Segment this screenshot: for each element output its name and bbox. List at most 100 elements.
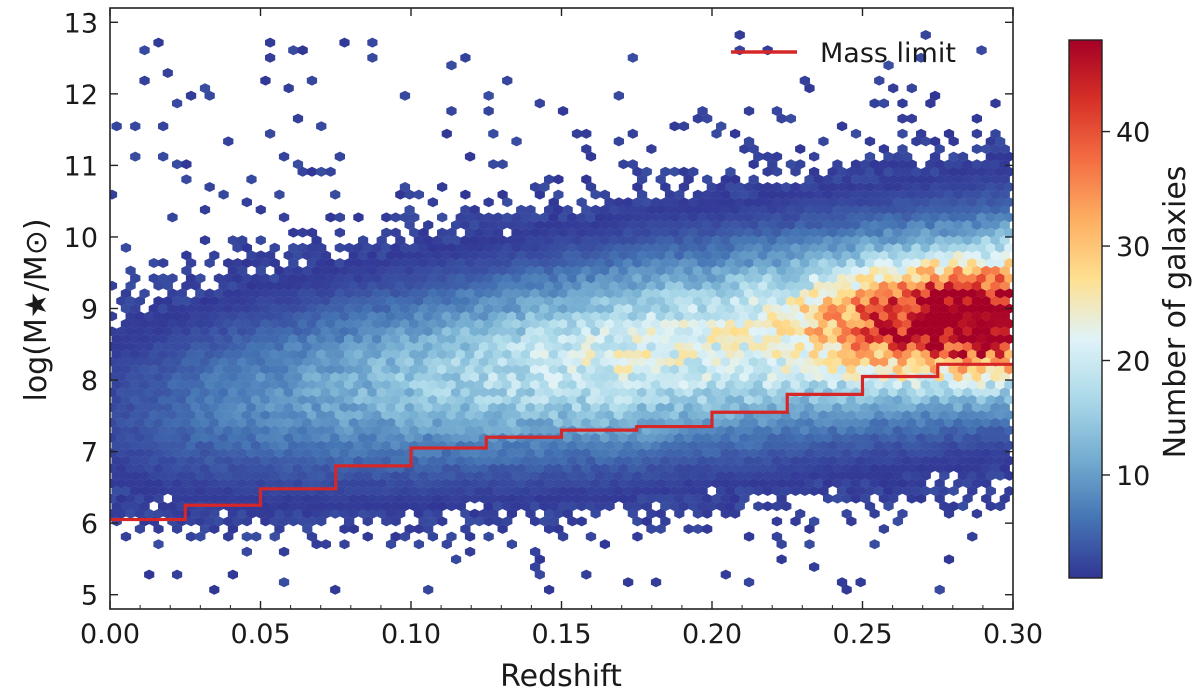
hexbin-cell [799,182,810,192]
hexbin-cell [506,311,517,322]
hexbin-cell [185,90,197,101]
hexbin-cell [864,151,876,162]
hexbin-cell [497,341,508,352]
hexbin-cell [888,174,899,185]
hexbin-cell [209,493,220,504]
hexbin-cell [223,440,234,451]
hexbin-cell [925,463,936,474]
hexbin-cell [185,486,197,496]
hexbin-cell [344,258,355,268]
hexbin-cell [813,463,824,474]
hexbin-cell [330,417,341,428]
hexbin-cell [111,440,122,451]
hexbin-cell [427,364,438,375]
hexbin-cell [110,417,118,428]
hexbin-cell [455,318,466,329]
hexbin-cell [269,440,280,451]
hexbin-cell [227,569,238,580]
hexbin-cell [762,440,773,451]
hexbin-cell [441,128,452,139]
hexbin-cell [813,372,824,382]
hexbin-cell [381,440,392,451]
hexbin-cell [432,265,443,276]
hexbin-cell [804,174,815,185]
hexbin-cell [897,311,908,322]
hexbin-cell [130,151,141,162]
hexbin-cell [492,410,504,420]
hexbin-cell [790,410,801,420]
hexbin-cell [767,220,778,230]
hexbin-cell [488,508,499,519]
hexbin-cell [911,349,922,360]
hexbin-cell [846,364,857,375]
hexbin-cell [725,394,736,405]
hexbin-cell [650,303,662,314]
hexbin-cell [869,356,880,367]
hexbin-cell [855,258,866,268]
hexbin-cell [525,280,536,291]
hexbin-cell [962,250,973,261]
hexbin-cell [316,364,327,375]
hexbin-cell [832,402,843,413]
hexbin-cell [488,372,499,382]
hexbin-cell [488,326,499,337]
hexbin-cell [441,432,452,443]
hexbin-cell [595,470,606,481]
hexbin-cell [455,273,466,284]
hexbin-cell [292,250,304,261]
hexbin-cell [929,318,941,329]
hexbin-cell [334,394,345,405]
hexbin-cell [832,174,843,185]
hexbin-cell [767,159,778,170]
hexbin-cell [590,296,601,306]
hexbin-cell [232,379,243,390]
hexbin-cell [771,318,783,329]
hexbin-cell [748,463,759,474]
hexbin-cell [213,273,225,284]
hexbin-cell [269,242,280,253]
hexbin-cell [734,242,745,253]
hexbin-cell [939,318,950,329]
hexbin-cell [320,493,331,504]
hexbin-cell [265,280,276,291]
hexbin-cell [246,478,257,489]
hexbin-cell [697,379,708,390]
hexbin-cell [813,189,824,200]
hexbin-cell [511,227,522,238]
hexbin-cell [502,273,513,284]
hexbin-cell [492,258,504,268]
hexbin-cell [706,273,717,284]
hexbin-cell [743,106,755,116]
hexbin-cell [474,318,485,329]
hexbin-cell [223,394,234,405]
hexbin-cell [404,372,415,382]
hexbin-cell [418,334,429,344]
hexbin-cell [823,326,834,337]
hexbin-cell [623,227,634,238]
hexbin-cell [878,265,889,276]
hexbin-cell [711,265,722,276]
hexbin-cell [855,425,866,436]
hexbin-cell [381,334,392,344]
hexbin-cell [237,372,248,382]
hexbin-cell [144,448,155,458]
hexbin-cell [748,372,759,382]
hexbin-cell [646,402,657,413]
hexbin-cell [585,334,597,344]
hexbin-cell [344,288,355,299]
hexbin-cell [827,197,838,208]
hexbin-cell [144,326,155,337]
hexbin-cell [716,273,727,284]
hexbin-cell [832,220,843,230]
hexbin-cell [660,242,671,253]
hexbin-cell [730,356,741,367]
mass-limit-layer [110,362,1013,522]
hexbin-cell [292,463,304,474]
hexbin-cell [995,136,1006,147]
hexbin-cell [920,273,931,284]
hexbin-cell [539,242,550,253]
hexbin-cell [939,273,950,284]
hexbin-cell [753,242,764,253]
hexbin-cell [771,425,783,436]
hexbin-cell [553,402,564,413]
